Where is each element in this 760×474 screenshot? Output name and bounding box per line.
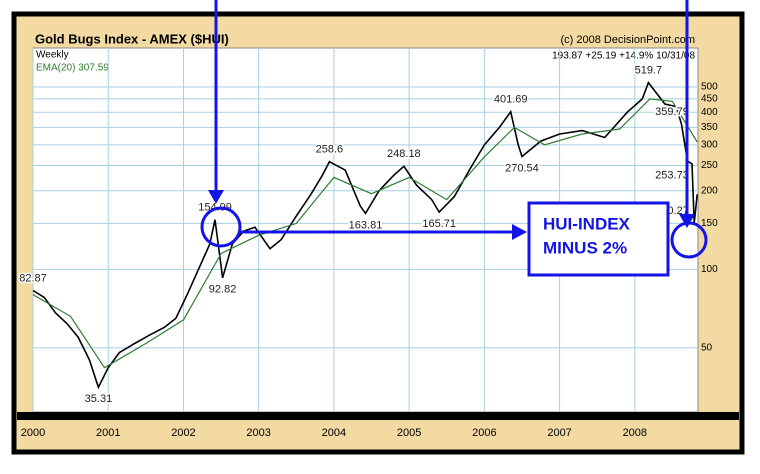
y-tick-label: 450 (701, 94, 718, 105)
arrow-head (208, 190, 224, 204)
annotation: 519.7 (635, 64, 663, 76)
y-tick-label: 100 (701, 264, 718, 275)
copyright: (c) 2008 DecisionPoint.com (560, 34, 695, 46)
series-line (32, 80, 698, 390)
x-tick-label: 2002 (171, 427, 195, 439)
annotation: 35.31 (85, 393, 113, 405)
annotation: 92.82 (209, 284, 237, 296)
y-tick-label: 350 (701, 122, 718, 133)
overlay: HUI-INDEX MINUS 2% (200, 0, 708, 277)
annotation: 253.73 (655, 170, 689, 182)
annotation: 165.71 (422, 218, 456, 230)
x-tick-label: 2003 (246, 427, 270, 439)
annotation: 163.81 (349, 219, 383, 231)
y-tick-label: 200 (701, 185, 718, 196)
x-tick-label: 2004 (322, 427, 346, 439)
callout-box (527, 201, 670, 277)
callout-text: HUI-INDEX (543, 214, 631, 233)
x-tick-label: 2006 (472, 427, 496, 439)
ema-label: EMA(20) 307.59 (36, 63, 109, 74)
y-tick-label: 250 (701, 160, 718, 171)
x-tick-label: 2005 (397, 427, 421, 439)
callout-text: MINUS 2% (543, 238, 627, 257)
arrow-head (512, 224, 527, 240)
chart-title: Gold Bugs Index - AMEX ($HUI) (35, 31, 229, 46)
highlight-circle (200, 206, 242, 248)
annotation: 258.6 (316, 144, 344, 156)
y-tick-label: 400 (701, 107, 718, 118)
y-tick-label: 50 (701, 343, 713, 354)
x-tick-label: 2001 (96, 427, 120, 439)
x-tick-label: 2000 (21, 427, 45, 439)
x-tick-label: 2007 (547, 427, 571, 439)
y-tick-label: 150 (701, 218, 718, 229)
arrow-head (679, 214, 695, 228)
stats: 193.87 +25.19 +14.9% 10/31/08 (552, 51, 695, 62)
series-line (32, 98, 698, 369)
highlight-circle (670, 221, 708, 259)
annotation: 270.54 (505, 162, 539, 174)
annotation: 401.69 (494, 94, 528, 106)
y-tick-label: 300 (701, 139, 718, 150)
annotation: 82.87 (19, 273, 47, 285)
period: Weekly (36, 50, 69, 61)
annotation: 359.79 (655, 106, 689, 118)
x-tick-label: 2008 (623, 427, 647, 439)
separator (17, 412, 739, 420)
y-tick-label: 500 (701, 82, 718, 93)
annotation: 248.18 (387, 148, 421, 160)
